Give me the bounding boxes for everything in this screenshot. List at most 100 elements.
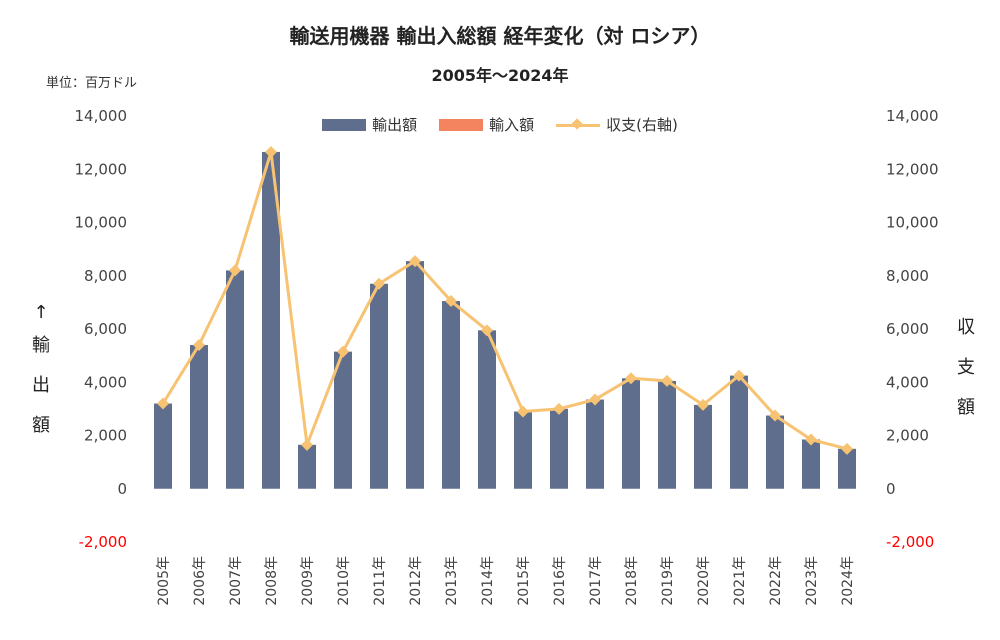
right-tick-label: 8,000 [886, 267, 929, 285]
legend: 輸出額 輸入額 収支(右軸) [0, 114, 1000, 135]
x-tick-label: 2011年 [372, 556, 388, 606]
balance-point [409, 255, 421, 268]
export-bar [838, 448, 856, 489]
x-tick-label: 2010年 [336, 556, 352, 606]
left-tick-label: 10,000 [75, 214, 128, 232]
export-bar [478, 330, 496, 489]
right-tick-label: 14,000 [886, 107, 939, 125]
left-tick-label: 0 [117, 480, 127, 498]
export-bar [406, 261, 424, 489]
left-tick-label: 2,000 [84, 427, 127, 445]
balance-point [229, 264, 241, 277]
balance-point [661, 374, 673, 387]
balance-point [481, 324, 493, 337]
x-tick-label: 2020年 [696, 556, 712, 606]
x-tick-label: 2017年 [588, 556, 604, 606]
export-bar [730, 375, 748, 489]
chart-title: 輸送用機器 輸出入総額 経年変化（対 ロシア） [289, 24, 711, 48]
x-tick-label: 2009年 [300, 556, 316, 606]
export-bar [226, 270, 244, 489]
right-tick-label: 0 [886, 480, 896, 498]
right-tick-label: -2,000 [886, 533, 934, 551]
legend-label-balance: 収支(右軸) [606, 116, 678, 134]
x-tick-label: 2012年 [408, 556, 424, 606]
balance-point [553, 402, 565, 415]
left-tick-label: 12,000 [75, 160, 128, 178]
export-bar [442, 301, 460, 489]
export-bar [694, 404, 712, 489]
left-axis-char: 出 [32, 375, 50, 396]
legend-swatch-balance [556, 118, 601, 132]
balance-point [157, 397, 169, 410]
x-tick-label: 2024年 [840, 556, 856, 606]
right-tick-label: 6,000 [886, 320, 929, 338]
balance-point [517, 405, 529, 418]
x-tick-label: 2015年 [516, 556, 532, 606]
export-bar [514, 411, 532, 489]
export-bar [154, 403, 172, 489]
balance-point [769, 409, 781, 422]
legend-swatch-import [439, 118, 484, 131]
right-tick-label: 10,000 [886, 214, 939, 232]
x-tick-label: 2013年 [444, 556, 460, 606]
chart-subtitle: 2005年～2024年 [431, 66, 569, 85]
balance-point [841, 442, 853, 455]
legend-item-export: 輸出額 [322, 114, 417, 135]
export-bar [262, 151, 280, 489]
balance-point [445, 295, 457, 308]
x-tick-label: 2016年 [552, 556, 568, 606]
right-axis-title: 収 支 額 [951, 308, 981, 428]
left-tick-label: 4,000 [84, 373, 127, 391]
left-tick-label: 14,000 [75, 107, 128, 125]
balance-point [301, 438, 313, 451]
right-tick-label: 2,000 [886, 427, 929, 445]
balance-point [697, 398, 709, 411]
right-axis-char: 支 [957, 357, 975, 378]
x-tick-label: 2007年 [228, 556, 244, 606]
left-axis-char: 輸 [32, 335, 50, 356]
x-tick-label: 2014年 [480, 556, 496, 606]
balance-point [337, 345, 349, 358]
x-tick-label: 2018年 [624, 556, 640, 606]
x-tick-label: 2008年 [264, 556, 280, 606]
export-bar [586, 399, 604, 489]
export-bar [190, 344, 208, 489]
x-tick-label: 2022年 [768, 556, 784, 606]
export-bar [550, 408, 568, 489]
right-tick-label: 4,000 [886, 373, 929, 391]
export-bar [766, 415, 784, 489]
left-tick-label: 6,000 [84, 320, 127, 338]
x-tick-label: 2006年 [192, 556, 208, 606]
right-axis-char: 収 [957, 317, 975, 338]
export-bar [370, 283, 388, 489]
left-axis-char: 額 [32, 415, 50, 436]
balance-point [589, 393, 601, 406]
legend-label-export: 輸出額 [372, 116, 418, 134]
legend-item-balance: 収支(右軸) [556, 114, 678, 135]
x-tick-label: 2023年 [804, 556, 820, 606]
export-bar [334, 351, 352, 489]
x-tick-label: 2019年 [660, 556, 676, 606]
left-axis-title: ↑ 輸 出 額 [26, 300, 56, 446]
x-tick-label: 2005年 [156, 556, 172, 606]
balance-point [625, 372, 637, 385]
legend-swatch-export [322, 118, 367, 131]
balance-point [805, 433, 817, 446]
export-bar [298, 444, 316, 489]
export-bar [622, 378, 640, 489]
left-tick-label: 8,000 [84, 267, 127, 285]
x-tick-label: 2021年 [732, 556, 748, 606]
export-bar [802, 439, 820, 489]
balance-point [733, 369, 745, 382]
export-bar [658, 380, 676, 489]
legend-label-import: 輸入額 [489, 116, 535, 134]
right-tick-label: 12,000 [886, 160, 939, 178]
left-axis-arrow: ↑ [33, 302, 49, 323]
balance-point [265, 145, 277, 158]
left-tick-label: -2,000 [79, 533, 127, 551]
balance-point [373, 277, 385, 290]
balance-line [161, 150, 848, 451]
right-axis-char: 額 [957, 397, 975, 418]
legend-item-import: 輸入額 [439, 114, 534, 135]
